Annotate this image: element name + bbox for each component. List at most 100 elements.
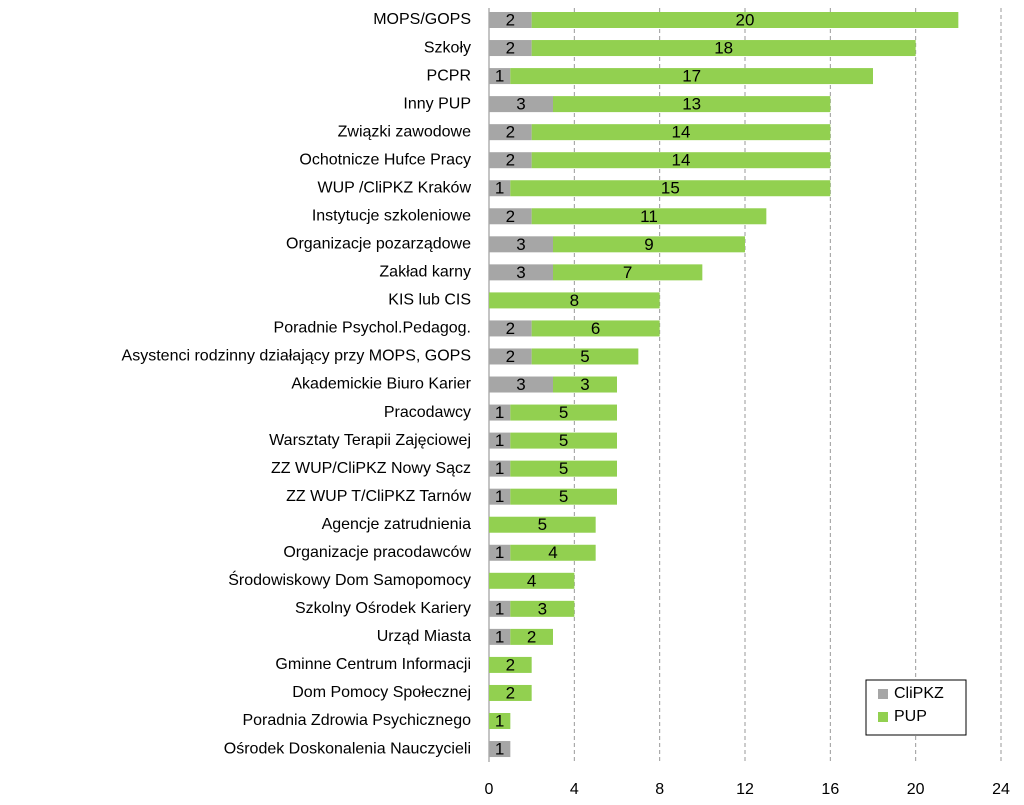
- bar-segment: [489, 68, 511, 85]
- bar-segment: [510, 544, 596, 561]
- bar-segment: [489, 488, 511, 505]
- x-tick-label: 4: [570, 781, 579, 798]
- legend-label: PUP: [894, 708, 927, 725]
- bar-segment: [489, 152, 532, 169]
- x-tick-label: 24: [992, 781, 1010, 798]
- bar-segment: [489, 320, 532, 337]
- bar-segment: [489, 713, 511, 729]
- bar-segment: [489, 516, 596, 533]
- data-label: 2: [506, 39, 515, 58]
- category-label: Szkoły: [424, 39, 471, 56]
- data-label: 2: [506, 151, 515, 170]
- category-label: MOPS/GOPS: [373, 11, 471, 28]
- data-label: 3: [516, 263, 525, 282]
- data-label: 1: [495, 543, 504, 562]
- bar-segment: [489, 12, 532, 28]
- data-label: 1: [495, 711, 504, 730]
- category-label: Warsztaty Terapii Zajęciowej: [269, 432, 471, 449]
- data-label: 5: [559, 487, 568, 506]
- bar-segment: [510, 600, 575, 617]
- data-label: 17: [682, 67, 701, 86]
- category-label: PCPR: [427, 67, 471, 84]
- data-label: 8: [570, 291, 579, 310]
- category-label: Agencje zatrudnienia: [322, 516, 472, 533]
- data-label: 5: [538, 515, 547, 534]
- data-label: 2: [506, 10, 515, 29]
- bar-segment: [489, 180, 511, 197]
- bar-segment: [510, 180, 831, 197]
- category-label: Związki zawodowe: [338, 123, 471, 140]
- data-label: 15: [661, 179, 680, 198]
- category-label: Akademickie Biuro Karier: [291, 376, 471, 393]
- bar-segment: [489, 124, 532, 141]
- data-label: 2: [506, 683, 515, 702]
- data-label: 5: [559, 431, 568, 450]
- bar-segment: [553, 264, 703, 281]
- legend-swatch: [878, 712, 888, 722]
- category-label: Poradnia Zdrowia Psychicznego: [242, 712, 471, 729]
- bar-segment: [531, 40, 916, 57]
- bar-segment: [489, 656, 532, 673]
- bar-segment: [489, 572, 575, 589]
- data-label: 1: [495, 487, 504, 506]
- bar-segment: [553, 96, 831, 113]
- data-label: 9: [644, 235, 653, 254]
- category-label: ZZ WUP/CliPKZ Nowy Sącz: [271, 460, 471, 477]
- category-label: KIS lub CIS: [388, 292, 471, 309]
- bar-segment: [489, 96, 553, 113]
- category-label: Zakład karny: [379, 264, 471, 281]
- category-label: Ośrodek Doskonalenia Nauczycieli: [224, 740, 471, 757]
- bar-segment: [531, 152, 831, 169]
- x-tick-label: 12: [736, 781, 754, 798]
- category-label: Ochotnicze Hufce Pracy: [299, 151, 471, 168]
- data-label: 7: [623, 263, 632, 282]
- data-label: 2: [506, 123, 515, 142]
- bar-segment: [510, 460, 617, 477]
- data-label: 2: [506, 319, 515, 338]
- data-label: 1: [495, 431, 504, 450]
- data-label: 1: [495, 67, 504, 86]
- bar-segment: [489, 404, 511, 421]
- category-label: Środowiskowy Dom Samopomocy: [228, 570, 471, 589]
- data-label: 5: [559, 403, 568, 422]
- legend-swatch: [878, 689, 888, 699]
- bar-segment: [489, 600, 511, 617]
- data-label: 2: [506, 347, 515, 366]
- category-label: Inny PUP: [403, 95, 471, 112]
- category-label: Organizacje pozarządowe: [286, 236, 471, 253]
- x-tick-label: 8: [655, 781, 664, 798]
- category-label: WUP /CliPKZ Kraków: [317, 179, 471, 196]
- data-label: 18: [714, 39, 733, 58]
- data-label: 11: [640, 207, 658, 226]
- x-tick-label: 0: [485, 781, 494, 798]
- data-label: 1: [495, 459, 504, 478]
- bar-segment: [489, 208, 532, 225]
- bar-segment: [489, 348, 532, 365]
- data-label: 14: [672, 123, 691, 142]
- bar-segment: [531, 12, 959, 28]
- data-label: 13: [682, 95, 701, 114]
- data-label: 1: [495, 403, 504, 422]
- data-label: 2: [506, 207, 515, 226]
- category-label: Urząd Miasta: [377, 628, 471, 645]
- data-label: 1: [495, 627, 504, 646]
- category-label: Dom Pomocy Społecznej: [292, 684, 471, 701]
- data-label: 3: [516, 375, 525, 394]
- x-tick-label: 16: [821, 781, 839, 798]
- category-label: Gminne Centrum Informacji: [275, 656, 471, 673]
- bar-segment: [510, 488, 617, 505]
- data-label: 2: [527, 627, 536, 646]
- x-tick-label: 20: [907, 781, 925, 798]
- bar-segment: [489, 376, 553, 393]
- bar-segment: [510, 404, 617, 421]
- bar-segment: [510, 432, 617, 449]
- category-label: Organizacje pracodawców: [283, 544, 471, 561]
- bar-segment: [489, 264, 553, 281]
- data-label: 3: [580, 375, 589, 394]
- data-label: 3: [516, 235, 525, 254]
- bar-segment: [489, 236, 553, 253]
- data-label: 2: [506, 655, 515, 674]
- data-label: 3: [538, 599, 547, 618]
- bar-segment: [489, 628, 511, 645]
- data-label: 20: [736, 10, 755, 29]
